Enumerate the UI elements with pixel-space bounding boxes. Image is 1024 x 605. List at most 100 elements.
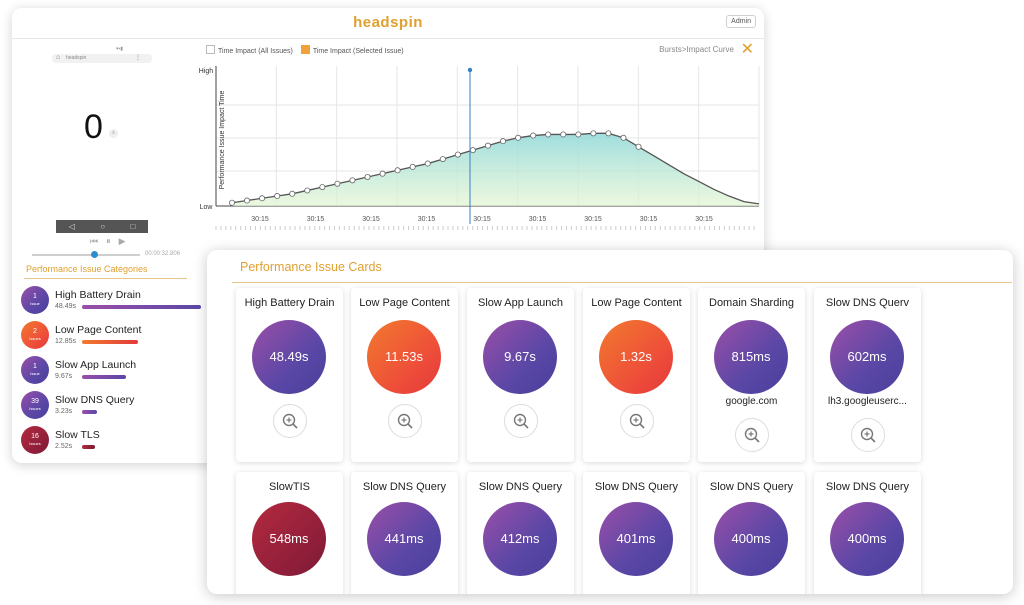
zoom-in-button[interactable] [504, 404, 538, 438]
category-item[interactable]: 16 Issues Slow TLS 2.52s [21, 426, 196, 458]
play-icon[interactable]: ▶ [118, 236, 126, 246]
impact-point [439, 156, 446, 163]
magnifier-zoom-icon [744, 427, 760, 443]
admin-button[interactable]: Admin [726, 15, 756, 28]
category-impact-bar [82, 340, 139, 344]
chart-legend: Time Impact (All Issues) Time Impact (Se… [206, 45, 404, 55]
category-value: 9.67s [55, 373, 73, 380]
card-value-circle: 548ms [252, 502, 326, 576]
issue-card[interactable]: Slow DNS Query 441ms [351, 472, 458, 594]
impact-point [289, 190, 296, 197]
impact-point [605, 130, 612, 137]
impact-point [635, 143, 642, 150]
issue-cards-window: Performance Issue Cards High Battery Dra… [207, 250, 1013, 594]
checkbox-icon [206, 45, 215, 54]
card-value-circle: 815ms [714, 320, 788, 394]
issue-card[interactable]: Slow DNS Query 400ms [814, 472, 921, 594]
issue-card[interactable]: Slow App Launch 9.67s [467, 288, 574, 462]
back-icon[interactable]: ◁ [68, 222, 75, 231]
card-title: Slow DNS Query [478, 481, 563, 493]
impact-point [379, 170, 386, 177]
issue-card[interactable]: Low Page Content 1.32s [583, 288, 690, 462]
y-tick-low: Low [200, 204, 214, 211]
category-value: 12.85s [55, 338, 77, 345]
categories-title: Performance Issue Categories [26, 264, 148, 274]
card-value-circle: 48.49s [252, 320, 326, 394]
impact-point [274, 193, 281, 200]
card-title: Domain Sharding [709, 297, 794, 309]
magnifier-zoom-icon [629, 413, 645, 429]
category-count-badge: 39 Issues [21, 391, 49, 419]
impact-point [454, 151, 461, 158]
legend-selected-issue[interactable]: Time Impact (Selected Issue) [300, 45, 404, 55]
category-count-badge: 2 Issues [21, 321, 49, 349]
categories-divider [24, 278, 187, 279]
x-tick-label: 30:15 [640, 216, 658, 223]
issue-card[interactable]: Slow DNS Querv 602ms lh3.googleuserc... [814, 288, 921, 462]
home-circle-icon[interactable]: ○ [100, 222, 106, 231]
chart-mode-label: Bursts>Impact Curve [659, 45, 734, 54]
card-value-circle: 9.67s [483, 320, 557, 394]
card-value-circle: 602ms [830, 320, 904, 394]
impact-point [349, 177, 356, 184]
category-count-badge: 16 Issues [21, 426, 49, 454]
zoom-in-button[interactable] [851, 418, 885, 452]
zoom-in-button[interactable] [735, 418, 769, 452]
zoom-in-button[interactable] [620, 404, 654, 438]
counter-badge: x [109, 129, 118, 138]
category-value: 48.49s [55, 303, 77, 310]
legend-all-issues[interactable]: Time Impact (All Issues) [206, 45, 293, 55]
category-impact-bar [82, 445, 95, 449]
playback-scrubber[interactable] [32, 251, 140, 258]
playback-time: 00:00:32.806 [145, 251, 181, 257]
issue-card[interactable]: High Battery Drain 48.49s [236, 288, 343, 462]
magnifier-zoom-icon [397, 413, 413, 429]
magnifier-zoom-icon [282, 413, 298, 429]
card-value-circle: 400ms [714, 502, 788, 576]
category-name: High Battery Drain [55, 289, 141, 301]
x-tick-label: 30:15 [418, 216, 436, 223]
recents-icon[interactable]: □ [130, 222, 136, 231]
checkbox-checked-icon [300, 45, 310, 54]
issue-card[interactable]: Domain Sharding 815ms google.com [698, 288, 805, 462]
category-item[interactable]: 2 Issues Low Page Content 12.85s [21, 321, 196, 353]
issue-card[interactable]: Slow DNS Query 412ms [467, 472, 574, 594]
card-value-circle: 11.53s [367, 320, 441, 394]
issue-card[interactable]: SlowTIS 548ms [236, 472, 343, 594]
card-title: Slow DNS Query [825, 481, 910, 493]
category-item[interactable]: 1 Issue Slow App Launch 9.67s [21, 356, 196, 388]
impact-point [424, 160, 431, 167]
impact-point [515, 134, 522, 141]
impact-point [364, 173, 371, 180]
card-title: Slow DNS Query [362, 481, 447, 493]
card-title: Slow DNS Querv [825, 297, 910, 309]
category-impact-bar [82, 375, 126, 379]
zoom-in-button[interactable] [388, 404, 422, 438]
category-impact-bar [82, 305, 201, 309]
category-value: 2.52s [55, 443, 73, 450]
x-tick-label: 30:15 [529, 216, 547, 223]
issue-card[interactable]: Slow DNS Query 401ms [583, 472, 690, 594]
impact-point [319, 184, 326, 191]
magnifier-zoom-icon [860, 427, 876, 443]
card-title: Slow DNS Query [709, 481, 794, 493]
issue-card[interactable]: Low Page Content 11.53s [351, 288, 458, 462]
home-icon: ⌂ [56, 54, 61, 61]
pause-icon[interactable]: ⏸ [106, 236, 111, 246]
issue-card[interactable]: Slow DNS Query 400ms [698, 472, 805, 594]
impact-point [545, 131, 552, 138]
card-value-circle: 401ms [599, 502, 673, 576]
headspin-logo: headspin [353, 14, 423, 31]
card-value-circle: 1.32s [599, 320, 673, 394]
card-title: Slow DNS Query [594, 481, 679, 493]
skip-back-icon[interactable]: ⏮ [90, 236, 99, 246]
card-title: Low Page Content [359, 297, 450, 309]
x-tick-label: 30:15 [584, 216, 602, 223]
close-icon[interactable]: ✕ [740, 41, 754, 58]
card-title: Slow App Launch [477, 297, 563, 309]
category-item[interactable]: 1 Issue High Battery Drain 48.49s [21, 286, 201, 318]
scrubber-handle[interactable] [91, 251, 98, 258]
zoom-in-button[interactable] [273, 404, 307, 438]
category-item[interactable]: 39 Issues Slow DNS Query 3.23s [21, 391, 196, 423]
time-cursor-head [467, 67, 473, 73]
